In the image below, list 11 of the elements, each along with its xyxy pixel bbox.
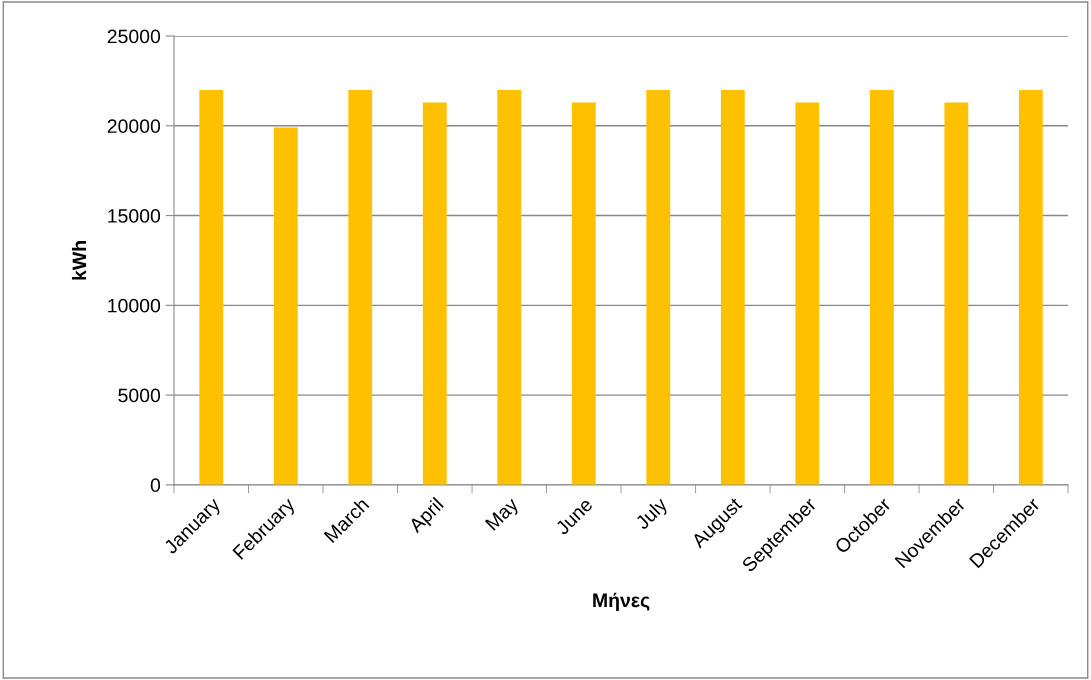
x-tick-label: June xyxy=(554,497,594,536)
x-axis-title: Μήνες xyxy=(593,592,650,612)
y-axis-title: kWh xyxy=(71,241,87,280)
y-tick-label: 25000 xyxy=(107,29,161,44)
y-tick-label: 20000 xyxy=(107,119,161,134)
y-tick-label: 10000 xyxy=(108,298,161,313)
x-tick-label: July xyxy=(634,495,672,533)
y-tick-label: 15000 xyxy=(108,209,161,223)
y-tick-label: 5000 xyxy=(118,388,161,403)
x-tick-label: May xyxy=(484,496,523,534)
y-tick-label: 0 xyxy=(150,478,161,493)
